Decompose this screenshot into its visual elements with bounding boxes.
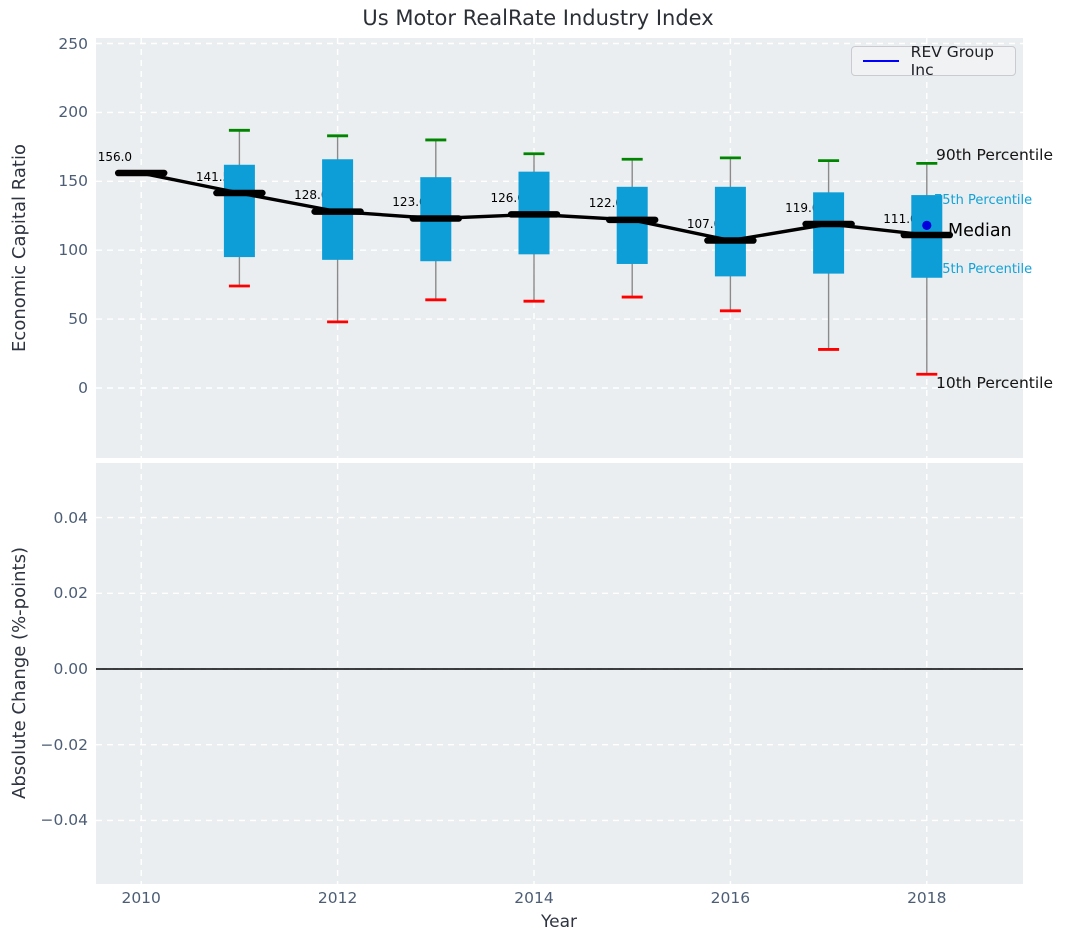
top-y-tick-label: 150 — [58, 172, 88, 191]
x-tick-label: 2014 — [514, 889, 554, 907]
x-tick-label: 2018 — [907, 889, 947, 907]
legend: REV Group Inc — [851, 43, 1016, 79]
top-y-tick-label: 100 — [58, 241, 88, 260]
top-y-axis-label: Economic Capital Ratio — [9, 144, 30, 352]
x-tick-label: 2010 — [121, 889, 161, 907]
x-axis-label: Year — [541, 912, 577, 932]
top-y-tick-label: 200 — [58, 103, 88, 122]
legend-entry-label: REV Group Inc — [910, 43, 994, 79]
bottom-y-tick-label: 0.00 — [53, 660, 88, 678]
top-y-tick-label: 50 — [68, 310, 88, 329]
chart-title: Us Motor RealRate Industry Index — [362, 6, 714, 30]
top-y-tick-label: 0 — [78, 379, 88, 397]
bottom-y-axis-label: Absolute Change (%-points) — [9, 547, 30, 799]
top-y-tick-label: 250 — [58, 34, 88, 53]
bottom-y-tick-label: −0.02 — [40, 735, 89, 754]
bottom-y-tick-label: −0.04 — [40, 811, 89, 830]
legend-line-swatch-icon — [863, 60, 899, 62]
top-plot-area — [96, 38, 1023, 458]
x-tick-label: 2016 — [710, 889, 751, 907]
bottom-y-tick-label: 0.02 — [53, 584, 88, 603]
bottom-y-tick-label: 0.04 — [53, 508, 88, 527]
x-tick-label: 2012 — [317, 889, 358, 907]
bottom-plot-area — [96, 463, 1023, 884]
